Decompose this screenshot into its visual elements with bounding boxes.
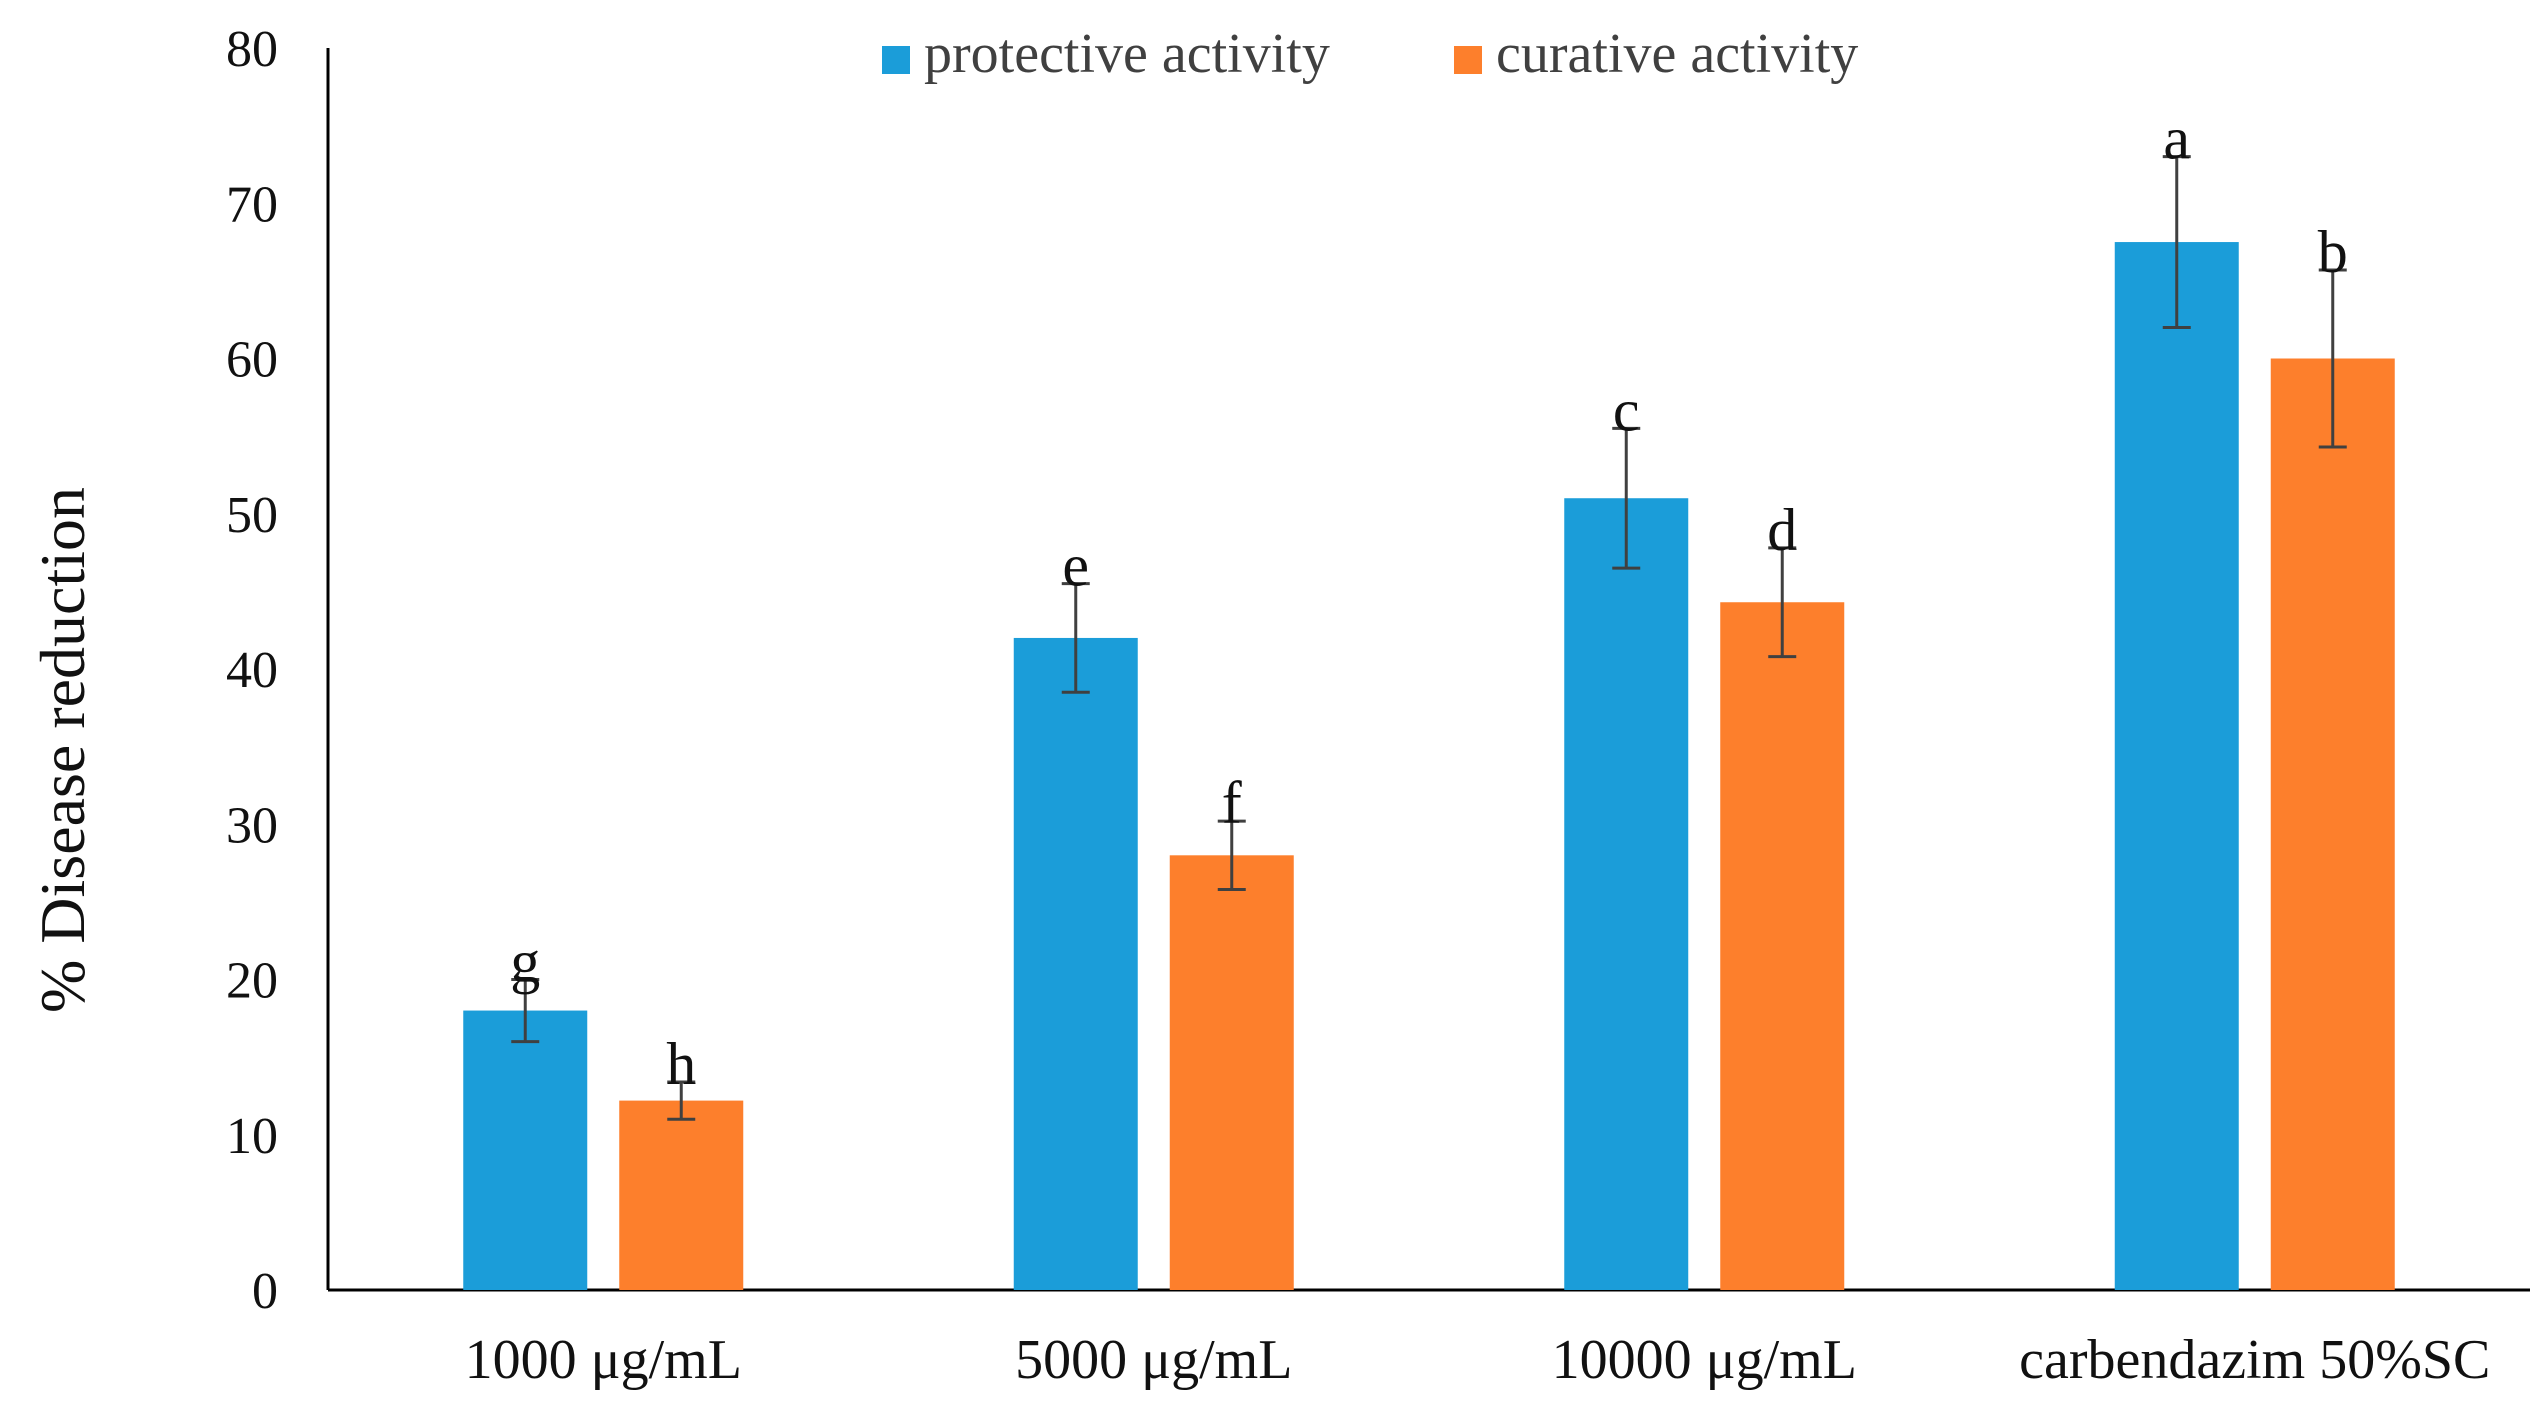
bar — [2270, 358, 2395, 1290]
y-tick-label: 20 — [226, 953, 278, 1010]
bar — [1720, 602, 1845, 1290]
significance-label: h — [666, 1031, 696, 1097]
x-tick-label: carbendazim 50%SC — [2019, 1329, 2490, 1391]
axes-layer: 0 10 20 30 40 50 60 70 80 1000 μg/mL 5000 μg/mL 100… — [226, 21, 2530, 1391]
y-tick-label: 30 — [226, 797, 278, 854]
legend-label: curative activity — [1496, 23, 1858, 85]
legend-swatch — [882, 46, 910, 74]
bars-layer: g h e f c d a b — [463, 106, 2395, 1291]
y-tick-label: 40 — [226, 642, 278, 699]
y-tick-label: 80 — [226, 21, 278, 78]
y-tick-label: 50 — [226, 487, 278, 544]
y-tick-label: 0 — [252, 1263, 278, 1320]
y-tick-label: 70 — [226, 176, 278, 233]
bar — [1169, 855, 1294, 1290]
x-tick-label: 10000 μg/mL — [1552, 1329, 1857, 1391]
legend-swatch — [1454, 46, 1482, 74]
legend-label: protective activity — [924, 23, 1330, 85]
legend: protective activity curative activity — [882, 23, 1858, 85]
bar — [2114, 242, 2239, 1290]
x-tick-label: 5000 μg/mL — [1015, 1329, 1292, 1391]
y-tick-label: 10 — [226, 1108, 278, 1165]
significance-label: a — [2163, 106, 2190, 172]
y-tick-label: 60 — [226, 332, 278, 389]
bar — [463, 1010, 588, 1290]
significance-label: g — [510, 929, 540, 995]
significance-label: f — [1222, 770, 1242, 836]
y-axis-title-layer: % Disease reduction — [27, 487, 98, 1013]
significance-label: c — [1613, 377, 1640, 443]
y-axis-title: % Disease reduction — [27, 487, 98, 1013]
bar — [1564, 498, 1689, 1291]
significance-label: e — [1062, 533, 1089, 599]
bar — [619, 1100, 744, 1290]
significance-label: d — [1767, 497, 1797, 563]
bar — [1013, 637, 1138, 1290]
significance-label: b — [2318, 219, 2348, 285]
x-tick-label: 1000 μg/mL — [465, 1329, 742, 1391]
